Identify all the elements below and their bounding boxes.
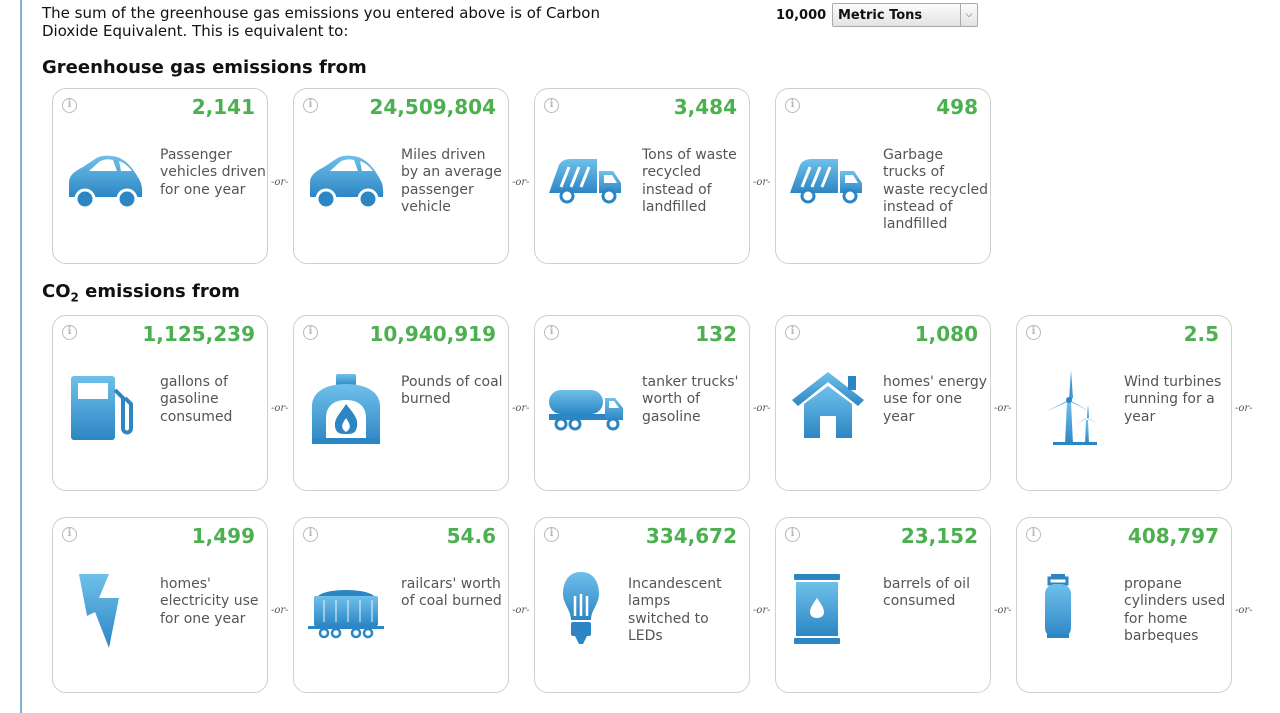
house-icon — [792, 372, 864, 438]
card-lamps: i 334,672 Incandescent lamps switched to… — [534, 517, 750, 693]
card-home-energy: i 1,080 homes' energy use for one year — [775, 315, 991, 491]
garbage-truck-icon — [790, 159, 862, 204]
card-home-electricity: i 1,499 homes' electricity use for one y… — [52, 517, 268, 693]
card-label: propane cylinders used for home barbeque… — [1124, 576, 1226, 644]
card-label: railcars' worth of coal burned — [401, 576, 502, 610]
card-value: 2,141 — [191, 95, 255, 119]
or-separator: -or- — [271, 403, 289, 414]
info-icon[interactable]: i — [1026, 325, 1041, 340]
card-passenger-vehicles: i 2,141 Passenger vehicles driven for on… — [52, 88, 268, 264]
info-icon[interactable]: i — [62, 325, 77, 340]
card-value: 334,672 — [645, 524, 737, 548]
card-value: 1,499 — [191, 524, 255, 548]
amount-value: 10,000 — [776, 8, 827, 23]
card-label: homes' electricity use for one year — [160, 576, 259, 627]
or-separator: -or- — [271, 605, 289, 616]
card-label: Miles driven by an average passenger veh… — [401, 147, 502, 215]
card-label: Passenger vehicles driven for one year — [160, 147, 266, 198]
card-value: 3,484 — [673, 95, 737, 119]
garbage-truck-icon — [549, 159, 621, 204]
unit-select[interactable]: Metric Tons ⌵ — [832, 3, 978, 27]
card-waste-tons: i 3,484 Tons of waste recycled instead o… — [534, 88, 750, 264]
card-label: Incandescent lamps switched to LEDs — [628, 576, 722, 644]
or-separator: -or- — [1235, 403, 1253, 414]
card-label: homes' energy use for one year — [883, 374, 988, 425]
or-separator: -or- — [753, 403, 771, 414]
info-icon[interactable]: i — [785, 527, 800, 542]
card-value: 1,125,239 — [142, 322, 255, 346]
tanker-truck-icon — [549, 390, 623, 431]
card-label: Garbage trucks of waste recycled instead… — [883, 147, 989, 233]
card-miles-driven: i 24,509,804 Miles driven by an average … — [293, 88, 509, 264]
or-separator: -or- — [994, 403, 1012, 414]
gas-pump-icon — [71, 376, 133, 440]
card-label: Pounds of coal burned — [401, 374, 503, 408]
info-icon[interactable]: i — [544, 98, 559, 113]
card-gasoline: i 1,125,239 gallons of gasoline consumed — [52, 315, 268, 491]
info-icon[interactable]: i — [303, 98, 318, 113]
card-label: gallons of gasoline consumed — [160, 374, 233, 425]
oil-barrel-icon — [794, 574, 840, 644]
or-separator: -or- — [512, 403, 530, 414]
card-value: 54.6 — [446, 524, 496, 548]
or-separator: -or- — [512, 177, 530, 188]
card-garbage-trucks: i 498 Garbage trucks of waste recycled i… — [775, 88, 991, 264]
info-icon[interactable]: i — [303, 527, 318, 542]
card-value: 24,509,804 — [369, 95, 496, 119]
or-separator: -or- — [271, 177, 289, 188]
wind-turbine-icon — [1045, 370, 1099, 445]
info-icon[interactable]: i — [1026, 527, 1041, 542]
info-icon[interactable]: i — [303, 325, 318, 340]
or-separator: -or- — [994, 605, 1012, 616]
info-icon[interactable]: i — [785, 325, 800, 340]
card-value: 10,940,919 — [369, 322, 496, 346]
card-propane: i 408,797 propane cylinders used for hom… — [1016, 517, 1232, 693]
car-icon — [310, 155, 384, 210]
light-bulb-icon — [563, 572, 599, 644]
or-separator: -or- — [1235, 605, 1253, 616]
propane-cylinder-icon — [1045, 574, 1071, 638]
card-wind-turbines: i 2.5 Wind turbines running for a year — [1016, 315, 1232, 491]
lightning-icon — [79, 574, 119, 648]
or-separator: -or- — [512, 605, 530, 616]
furnace-icon — [312, 374, 380, 444]
card-label: Tons of waste recycled instead of landfi… — [642, 147, 737, 215]
info-icon[interactable]: i — [785, 98, 800, 113]
card-label: barrels of oil consumed — [883, 576, 970, 610]
card-value: 408,797 — [1127, 524, 1219, 548]
card-value: 1,080 — [914, 322, 978, 346]
or-separator: -or- — [753, 605, 771, 616]
or-separator: -or- — [753, 177, 771, 188]
card-railcars: i 54.6 railcars' worth of coal burned — [293, 517, 509, 693]
info-icon[interactable]: i — [544, 325, 559, 340]
card-tanker-trucks: i 132 tanker trucks' worth of gasoline — [534, 315, 750, 491]
chevron-down-icon[interactable]: ⌵ — [960, 4, 977, 26]
unit-select-value: Metric Tons — [838, 8, 923, 23]
railcar-icon — [308, 590, 384, 639]
card-oil-barrels: i 23,152 barrels of oil consumed — [775, 517, 991, 693]
ghg-section-title: Greenhouse gas emissions from — [42, 57, 367, 78]
card-value: 2.5 — [1183, 322, 1219, 346]
card-label: tanker trucks' worth of gasoline — [642, 374, 739, 425]
info-icon[interactable]: i — [62, 98, 77, 113]
left-border — [20, 0, 22, 713]
co2-section-title: CO2 emissions from — [42, 281, 240, 305]
info-icon[interactable]: i — [544, 527, 559, 542]
card-coal-pounds: i 10,940,919 Pounds of coal burned — [293, 315, 509, 491]
card-value: 498 — [936, 95, 978, 119]
card-value: 132 — [695, 322, 737, 346]
card-label: Wind turbines running for a year — [1124, 374, 1222, 425]
card-value: 23,152 — [900, 524, 978, 548]
intro-text: The sum of the greenhouse gas emissions … — [42, 4, 600, 40]
info-icon[interactable]: i — [62, 527, 77, 542]
car-icon — [69, 155, 143, 210]
